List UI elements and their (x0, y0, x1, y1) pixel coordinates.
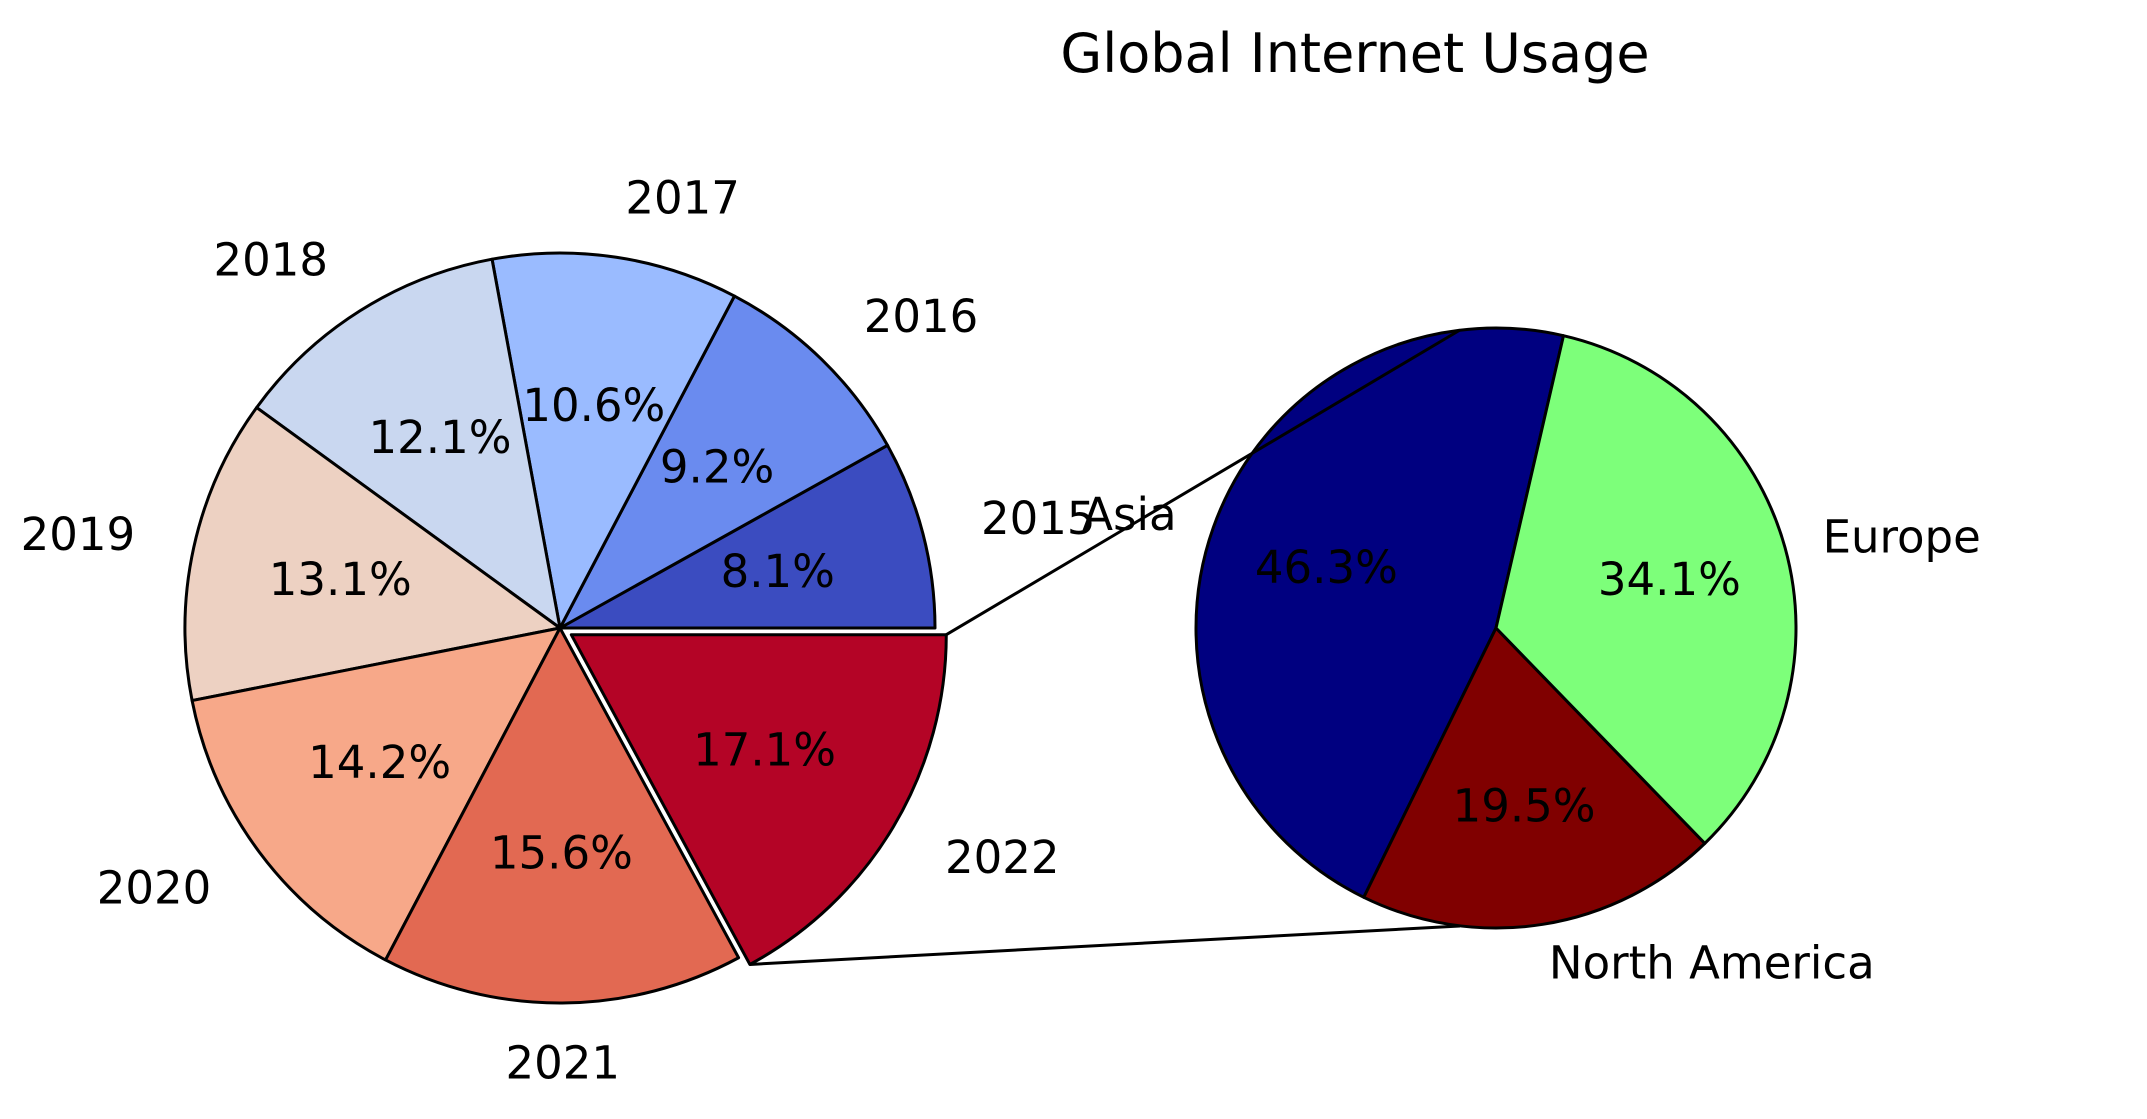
main-value-label-2022: 17.1% (693, 723, 836, 776)
detail-category-label-europe: Europe (1823, 511, 1981, 564)
detail-slice-europe (1494, 334, 1798, 845)
detail-category-label-asia: Asia (1082, 488, 1176, 541)
detail-category-label-north-america: North America (1549, 936, 1875, 989)
main-slice-2020 (190, 626, 562, 962)
chart-title: Global Internet Usage (1060, 22, 1649, 85)
main-value-label-2015: 8.1% (721, 545, 835, 598)
main-slice-2016 (558, 294, 889, 630)
main-pie: 8.1% 2015 9.2% 2016 10.6% 2017 12.1% 2018 13.1% 2… (21, 171, 1096, 1089)
main-value-label-2018: 12.1% (369, 411, 512, 464)
main-category-label-2018: 2018 (214, 233, 329, 286)
connector-lines (749, 328, 1461, 966)
detail-slice-north-america (1362, 626, 1707, 930)
detail-value-label-north-america: 19.5% (1453, 779, 1596, 832)
main-category-label-2019: 2019 (21, 508, 136, 561)
detail-value-label-europe: 34.1% (1598, 553, 1741, 606)
main-value-label-2020: 14.2% (308, 736, 451, 789)
main-slice-2015 (558, 443, 937, 630)
detail-value-label-asia: 46.3% (1255, 541, 1398, 594)
main-value-label-2017: 10.6% (522, 379, 665, 432)
connector-line-top (945, 328, 1461, 637)
main-value-label-2021: 15.6% (490, 826, 633, 879)
main-slice-2022 (569, 633, 948, 966)
connector-line-bottom (749, 924, 1461, 966)
main-value-label-2016: 9.2% (660, 440, 774, 493)
detail-pie: 46.3% Asia 19.5% North America 34.1% Europe (1082, 326, 1981, 989)
detail-slice-asia (1194, 326, 1565, 899)
main-category-label-2016: 2016 (864, 290, 979, 343)
main-slice-2021 (384, 626, 741, 1005)
main-category-label-2015: 2015 (981, 492, 1096, 545)
main-category-label-2017: 2017 (625, 171, 740, 224)
main-category-label-2021: 2021 (505, 1036, 620, 1089)
main-slice-2017 (490, 251, 736, 630)
main-value-label-2019: 13.1% (269, 553, 412, 606)
main-slice-2018 (255, 257, 562, 630)
main-category-label-2020: 2020 (97, 862, 212, 915)
main-slice-2019 (183, 406, 562, 703)
main-category-label-2022: 2022 (945, 831, 1060, 884)
